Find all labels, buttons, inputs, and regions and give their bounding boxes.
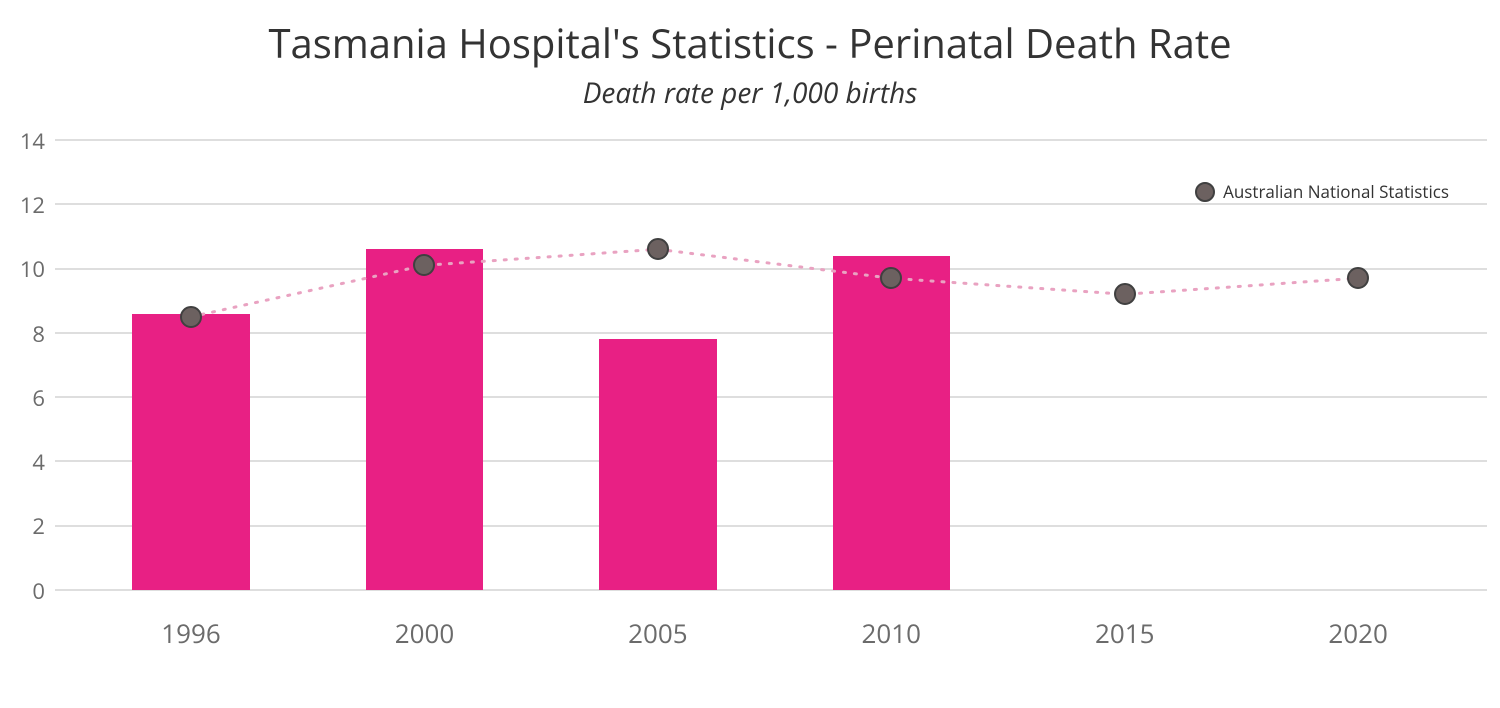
series-marker	[180, 306, 202, 328]
x-tick-label: 2020	[1328, 615, 1387, 651]
y-tick-label: 10	[0, 254, 45, 284]
legend-label: Australian National Statistics	[1223, 180, 1449, 203]
chart-subtitle: Death rate per 1,000 births	[0, 74, 1500, 112]
y-tick-label: 14	[0, 126, 45, 156]
y-tick-label: 12	[0, 190, 45, 220]
y-tick-label: 2	[0, 511, 45, 541]
y-tick-label: 4	[0, 447, 45, 477]
series-marker	[1347, 267, 1369, 289]
line-series-path	[55, 140, 1487, 590]
x-tick-label: 1996	[161, 615, 220, 651]
chart-title: Tasmania Hospital's Statistics - Perinat…	[0, 15, 1500, 70]
legend: Australian National Statistics	[1195, 180, 1449, 203]
x-tick-label: 2005	[628, 615, 687, 651]
plot-area: Australian National Statistics 024681012…	[55, 140, 1487, 590]
series-marker	[413, 254, 435, 276]
y-tick-label: 8	[0, 319, 45, 349]
series-marker	[1114, 283, 1136, 305]
chart-root: Tasmania Hospital's Statistics - Perinat…	[0, 0, 1500, 708]
x-tick-label: 2015	[1095, 615, 1154, 651]
y-tick-label: 6	[0, 383, 45, 413]
x-tick-label: 2000	[395, 615, 454, 651]
legend-marker	[1195, 182, 1215, 202]
x-tick-label: 2010	[862, 615, 921, 651]
y-tick-label: 0	[0, 576, 45, 606]
series-marker	[880, 267, 902, 289]
series-marker	[647, 238, 669, 260]
